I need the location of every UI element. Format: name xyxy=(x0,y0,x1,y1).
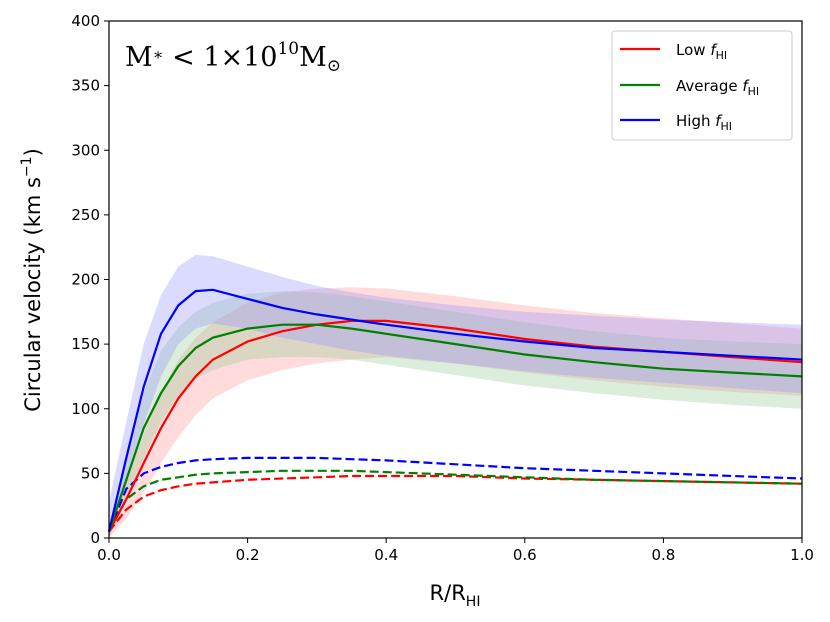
x-tick-label: 1.0 xyxy=(790,546,814,564)
y-tick-label: 100 xyxy=(71,400,100,418)
y-tick-label: 350 xyxy=(71,77,100,95)
legend: Low fHI Average fHI High fHI xyxy=(611,30,793,141)
legend-entry-average: Average fHI xyxy=(620,77,759,98)
x-axis-ticks: 0.0 0.2 0.4 0.6 0.8 1.0 xyxy=(97,538,814,564)
legend-entry-high: High fHI xyxy=(620,112,732,133)
dashed-line-average xyxy=(108,469,803,533)
y-tick-label: 400 xyxy=(71,12,100,30)
dashed-line-low xyxy=(108,474,803,533)
y-tick-label: 300 xyxy=(71,141,100,159)
x-tick-label: 0.2 xyxy=(236,546,260,564)
legend-box xyxy=(611,30,793,141)
confidence-bands xyxy=(109,254,802,538)
svg-text:Average fHI: Average fHI xyxy=(676,77,759,98)
y-tick-label: 0 xyxy=(90,529,100,547)
y-axis-label: Circular velocity (km s−1) xyxy=(19,148,45,412)
x-tick-label: 0.0 xyxy=(97,546,121,564)
solid-line-average xyxy=(107,323,803,532)
solid-line-high xyxy=(107,288,803,532)
band-average xyxy=(109,291,802,538)
svg-text:High fHI: High fHI xyxy=(676,112,732,133)
y-tick-label: 250 xyxy=(71,206,100,224)
svg-text:Low fHI: Low fHI xyxy=(676,41,727,62)
x-axis-label: R/RHI xyxy=(430,581,481,610)
dashed-line-high xyxy=(107,456,803,532)
x-tick-label: 0.8 xyxy=(651,546,675,564)
data-lines xyxy=(107,288,803,533)
y-axis-ticks: 0 50 100 150 200 250 300 350 400 xyxy=(71,12,109,547)
x-tick-label: 0.4 xyxy=(374,546,398,564)
legend-entry-low: Low fHI xyxy=(620,41,727,62)
y-tick-label: 150 xyxy=(71,335,100,353)
y-tick-label: 200 xyxy=(71,271,100,289)
mass-annotation: M∗ < 1×1010M⊙ xyxy=(125,39,341,76)
x-tick-label: 0.6 xyxy=(513,546,537,564)
y-tick-label: 50 xyxy=(81,464,100,482)
